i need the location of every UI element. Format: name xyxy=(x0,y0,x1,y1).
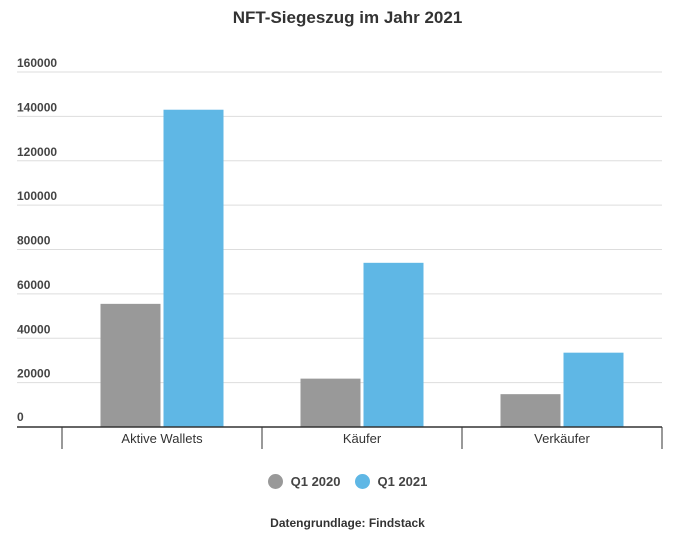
bar xyxy=(563,352,624,427)
x-axis xyxy=(17,426,663,449)
source-note: Datengrundlage: Findstack xyxy=(270,516,425,530)
bar xyxy=(363,262,424,427)
legend-label-q1-2020: Q1 2020 xyxy=(290,474,341,489)
y-tick-label: 100000 xyxy=(17,189,57,203)
y-tick-label: 20000 xyxy=(17,367,51,381)
x-tick-label: Verkäufer xyxy=(534,431,590,446)
bar xyxy=(300,378,361,427)
chart-title: NFT-Siegeszug im Jahr 2021 xyxy=(232,8,463,27)
bar xyxy=(100,303,161,427)
y-tick-label: 40000 xyxy=(17,322,51,336)
y-axis-ticks: 0 20000 40000 60000 80000 100000 120000 140000 1… xyxy=(17,56,57,424)
y-tick-label: 60000 xyxy=(17,278,51,292)
y-tick-label: 160000 xyxy=(17,56,57,70)
x-tick-label: Aktive Wallets xyxy=(121,431,203,446)
legend-item-q1-2020[interactable]: Q1 2020 xyxy=(267,474,341,489)
legend-label-q1-2021: Q1 2021 xyxy=(377,474,428,489)
y-tick-label: 80000 xyxy=(17,234,51,248)
legend: Q1 2020 Q1 2021 xyxy=(0,474,695,489)
legend-item-q1-2021[interactable]: Q1 2021 xyxy=(354,474,428,489)
bar xyxy=(163,109,224,427)
x-axis-labels: Aktive Wallets Käufer Verkäufer xyxy=(121,431,590,446)
x-tick-label: Käufer xyxy=(343,431,382,446)
legend-swatch-q1-2021 xyxy=(354,474,370,489)
bars xyxy=(100,109,624,427)
y-tick-label: 120000 xyxy=(17,145,57,159)
y-tick-label: 140000 xyxy=(17,100,57,114)
y-tick-label: 0 xyxy=(17,410,24,424)
bar xyxy=(500,394,561,427)
legend-swatch-q1-2020 xyxy=(267,474,283,489)
